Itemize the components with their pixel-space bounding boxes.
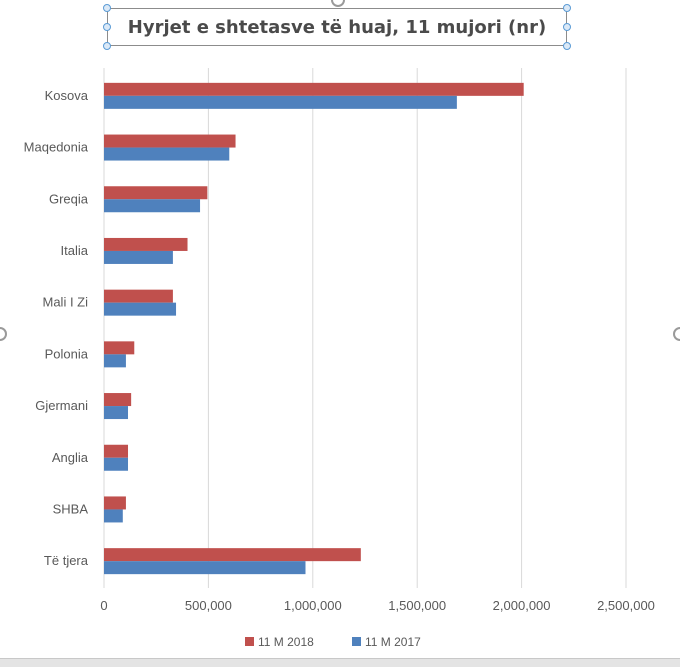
x-tick-label: 0	[100, 598, 107, 613]
x-tick-label: 2,000,000	[493, 598, 551, 613]
bar-series-2018[interactable]	[104, 444, 129, 458]
y-tick-label: SHBA	[53, 501, 89, 516]
bar-series-2018[interactable]	[104, 134, 236, 148]
bar-series-2017[interactable]	[104, 302, 177, 316]
title-handle-top-left[interactable]	[103, 4, 111, 12]
legend-swatch	[352, 637, 361, 646]
bar-series-2017[interactable]	[104, 95, 457, 109]
bar-series-2017[interactable]	[104, 509, 123, 523]
bar-series-2017[interactable]	[104, 354, 126, 368]
y-tick-label: Maqedonia	[24, 140, 89, 155]
bar-series-2017[interactable]	[104, 457, 129, 471]
bar-series-2018[interactable]	[104, 393, 132, 407]
bar-series-2018[interactable]	[104, 186, 208, 200]
y-tick-label: Italia	[61, 243, 89, 258]
bar-series-2018[interactable]	[104, 237, 188, 251]
title-handle-right-middle[interactable]	[563, 23, 571, 31]
bar-series-2017[interactable]	[104, 406, 129, 420]
y-tick-label: Gjermani	[35, 398, 88, 413]
bar-series-2018[interactable]	[104, 496, 126, 510]
bar-series-2017[interactable]	[104, 199, 201, 213]
x-tick-label: 2,500,000	[597, 598, 655, 613]
chart-resize-handle-right[interactable]	[673, 327, 680, 341]
title-handle-left-middle[interactable]	[103, 23, 111, 31]
x-tick-label: 1,500,000	[388, 598, 446, 613]
chart-resize-handle-left[interactable]	[0, 327, 7, 341]
y-tick-label: Anglia	[52, 450, 89, 465]
bar-series-2018[interactable]	[104, 341, 135, 355]
y-tick-label: Kosova	[45, 88, 89, 103]
x-tick-label: 1,000,000	[284, 598, 342, 613]
bar-series-2017[interactable]	[104, 561, 306, 575]
title-handle-top-right[interactable]	[563, 4, 571, 12]
sheet-scroll-strip	[0, 658, 680, 667]
bar-series-2017[interactable]	[104, 147, 230, 161]
y-tick-label: Greqia	[49, 191, 89, 206]
y-tick-label: Polonia	[45, 346, 89, 361]
y-tick-label: Të tjera	[44, 553, 89, 568]
x-tick-label: 500,000	[185, 598, 232, 613]
bar-series-2018[interactable]	[104, 548, 361, 562]
legend-label[interactable]: 11 M 2017	[365, 635, 421, 649]
title-handle-bottom-left[interactable]	[103, 42, 111, 50]
y-tick-label: Mali I Zi	[43, 295, 89, 310]
chart-resize-handle-top[interactable]	[331, 0, 345, 7]
bar-series-2017[interactable]	[104, 250, 173, 264]
title-handle-bottom-right[interactable]	[563, 42, 571, 50]
legend-swatch	[245, 637, 254, 646]
legend-label[interactable]: 11 M 2018	[258, 635, 314, 649]
bar-series-2018[interactable]	[104, 82, 524, 96]
bar-series-2018[interactable]	[104, 289, 173, 303]
